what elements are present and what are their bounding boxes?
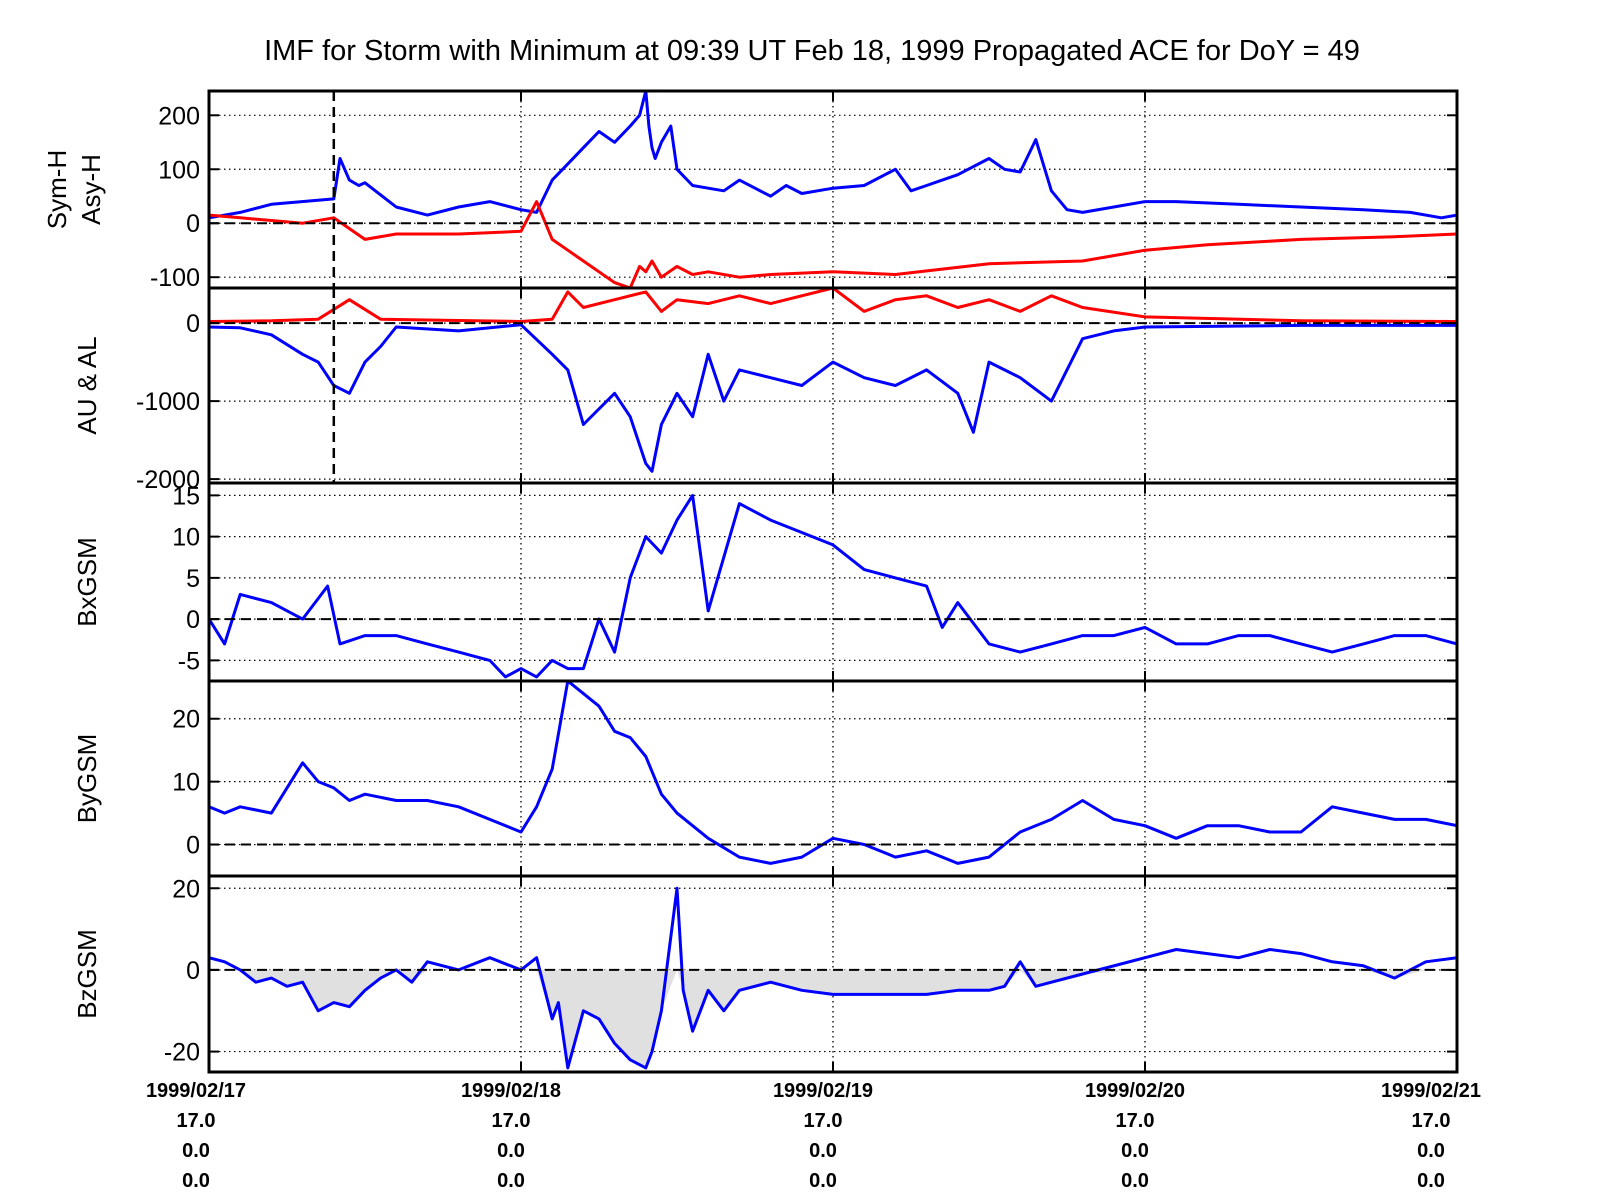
x-tick-label: 0.0 — [497, 1170, 525, 1192]
panel-plot-area — [209, 288, 1457, 473]
panel-plot-area — [209, 886, 1457, 1070]
series-line-blue — [209, 493, 1457, 679]
y-axis-label: Asy-H — [76, 154, 106, 225]
y-tick-label: 20 — [172, 706, 200, 734]
x-tick-label: 17.0 — [1412, 1110, 1451, 1132]
x-tick-label: 0.0 — [809, 1170, 837, 1192]
y-tick-label: 20 — [172, 875, 200, 903]
chart-title: IMF for Storm with Minimum at 09:39 UT F… — [264, 35, 1360, 67]
series-line-blue — [209, 886, 1457, 1070]
x-tick-label: 17.0 — [177, 1110, 216, 1132]
y-tick-label: 10 — [172, 524, 200, 552]
x-tick-label: 0.0 — [1417, 1140, 1445, 1162]
panel-4: 20 10 0 ByGSM — [72, 679, 1459, 878]
y-tick-label: 10 — [172, 769, 200, 797]
x-tick-label: 1999/02/20 — [1085, 1080, 1185, 1102]
x-tick-label: 0.0 — [182, 1140, 210, 1162]
y-tick-label: 0 — [186, 957, 200, 985]
y-axis-label: ByGSM — [72, 734, 102, 824]
y-axis-label: BxGSM — [72, 537, 102, 627]
y-tick-label: -2000 — [136, 466, 200, 494]
y-axis-label: Sym-H — [42, 150, 72, 229]
y-tick-label: 0 — [186, 832, 200, 860]
y-tick-label: 0 — [186, 310, 200, 338]
x-tick-label: 0.0 — [1121, 1140, 1149, 1162]
y-tick-label: 5 — [186, 565, 200, 593]
series-line-red — [209, 200, 1457, 288]
y-tick-label: 0 — [186, 606, 200, 634]
x-tick-label: 1999/02/19 — [773, 1080, 873, 1102]
y-tick-label: -100 — [150, 264, 200, 292]
y-tick-label: 15 — [172, 482, 200, 510]
y-tick-label: 0 — [186, 210, 200, 238]
x-tick-label: 0.0 — [182, 1170, 210, 1192]
panel-plot-area — [209, 681, 1457, 865]
y-tick-label: -5 — [178, 647, 200, 675]
panel-plot-area — [209, 91, 1457, 288]
panel-2: 0 -1000 -2000 AU & AL — [72, 286, 1459, 494]
series-line-red — [209, 288, 1457, 323]
series-line-blue — [209, 681, 1457, 865]
panel-plot-area — [209, 493, 1457, 679]
panel-frame — [207, 481, 1459, 683]
x-tick-label: 0.0 — [497, 1140, 525, 1162]
x-tick-label: 17.0 — [1116, 1110, 1155, 1132]
x-tick-label: 0.0 — [1417, 1170, 1445, 1192]
x-tick-label: 1999/02/17 — [146, 1080, 246, 1102]
y-tick-label: 200 — [158, 102, 200, 130]
x-tick-label: 1999/02/21 — [1381, 1080, 1481, 1102]
panel-1: 200 100 0 -100 Sym-H Asy-H — [42, 89, 1459, 292]
negative-fill-area — [209, 969, 1457, 1068]
panel-3: 15 10 5 0 -5 BxGSM — [72, 481, 1459, 683]
y-axis-label: AU & AL — [72, 336, 102, 434]
y-tick-label: 100 — [158, 156, 200, 184]
y-tick-label: -20 — [164, 1039, 200, 1067]
x-tick-label: 0.0 — [1121, 1170, 1149, 1192]
x-tick-label: 17.0 — [804, 1110, 843, 1132]
x-tick-label: 0.0 — [809, 1140, 837, 1162]
panel-5: 20 0 -20 BzGSM — [72, 874, 1459, 1074]
y-axis-label: BzGSM — [72, 929, 102, 1019]
y-tick-label: -1000 — [136, 388, 200, 416]
series-line-blue — [209, 323, 1457, 473]
series-line-blue — [209, 91, 1457, 220]
x-tick-label: 1999/02/18 — [461, 1080, 561, 1102]
x-tick-label: 17.0 — [492, 1110, 531, 1132]
